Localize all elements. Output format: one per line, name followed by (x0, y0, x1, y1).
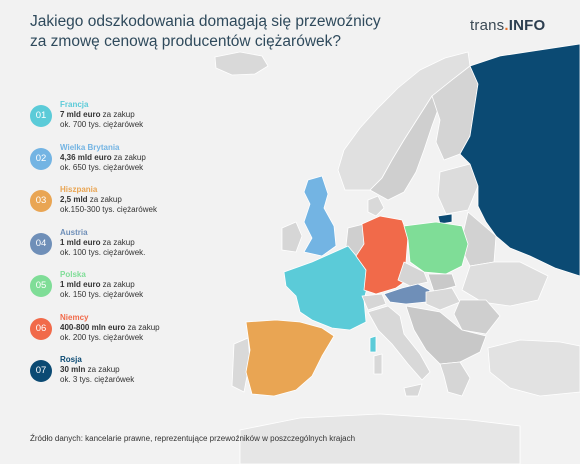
legend-badge: 02 (30, 148, 52, 170)
italy-shape (367, 305, 431, 381)
slovakia-shape (427, 273, 457, 293)
sicily-shape (403, 383, 423, 397)
legend-badge: 06 (30, 318, 52, 340)
legend-country: Austria (60, 228, 88, 237)
source-note: Źródło danych: kancelarie prawne, reprez… (30, 434, 356, 443)
legend-amount: 4,36 mld euro (60, 153, 112, 162)
germany-shape (355, 215, 411, 295)
legend-badge: 07 (30, 360, 52, 382)
czechia-shape (397, 261, 429, 287)
page-title: Jakiego odszkodowania domagają się przew… (30, 13, 381, 50)
legend-suffix: za zakup (100, 110, 135, 119)
legend-detail: ok.150-300 tys. ciężarówek (60, 205, 157, 214)
ukraine-shape (461, 261, 549, 307)
legend-country: Polska (60, 270, 86, 279)
iceland-shape (214, 51, 269, 76)
brand-logo: trans.INFO (470, 17, 545, 34)
balkans-shape (405, 305, 487, 365)
denmark-shape (367, 195, 385, 217)
legend-item-hiszpania: 03 Hiszpania 2,5 mld za zakup ok.150-300… (30, 185, 195, 215)
france-shape (283, 245, 371, 331)
ireland-shape (281, 221, 303, 253)
spain-shape (245, 319, 335, 397)
poland-shape (403, 221, 469, 275)
legend-suffix: za zakup (100, 280, 135, 289)
legend-country: Francja (60, 100, 89, 109)
legend-badge: 04 (30, 233, 52, 255)
north-africa-shape (239, 413, 521, 464)
legend-item-wielka-brytania: 02 Wielka Brytania 4,36 mld euro za zaku… (30, 143, 195, 173)
legend-amount: 2,5 mld (60, 195, 88, 204)
legend-suffix: za zakup (85, 365, 120, 374)
legend-amount: 30 mln (60, 365, 86, 374)
sardinia-shape (373, 353, 383, 375)
greece-shape (439, 361, 471, 397)
legend-detail: ok. 100 tys. ciężarówek. (60, 248, 146, 257)
legend-item-austria: 04 Austria 1 mld euro za zakup ok. 100 t… (30, 228, 195, 258)
legend-badge: 05 (30, 275, 52, 297)
legend-detail: ok. 150 tys. ciężarówek (60, 290, 144, 299)
legend-detail: ok. 700 tys. ciężarówek (60, 120, 144, 129)
russia-shape (459, 43, 580, 277)
legend-amount: 7 mld euro (60, 110, 101, 119)
legend-suffix: za zakup (87, 195, 122, 204)
legend-country: Wielka Brytania (60, 143, 120, 152)
legend-amount: 1 mld euro (60, 280, 101, 289)
legend-suffix: za zakup (100, 238, 135, 247)
hungary-shape (425, 287, 461, 311)
baltics-shape (437, 163, 479, 215)
brand-dot: . (504, 17, 509, 34)
legend-suffix: za zakup (111, 153, 146, 162)
legend-badge: 03 (30, 190, 52, 212)
great-britain-shape (303, 175, 337, 257)
legend-country: Hiszpania (60, 185, 98, 194)
legend-detail: ok. 200 tys. ciężarówek (60, 333, 144, 342)
switzerland-shape (361, 293, 387, 311)
legend-item-niemcy: 06 Niemcy 400-800 mln euro za zakup ok. … (30, 313, 195, 343)
legend-country: Niemcy (60, 313, 89, 322)
corsica-shape (369, 335, 377, 353)
legend-suffix: za zakup (125, 323, 160, 332)
legend-amount: 1 mld euro (60, 238, 101, 247)
brand-part1: trans (470, 17, 505, 34)
legend-badge: 01 (30, 105, 52, 127)
legend-item-francja: 01 Francja 7 mld euro za zakup ok. 700 t… (30, 100, 195, 130)
legend-country: Rosja (60, 355, 82, 364)
turkey-shape (487, 339, 580, 397)
legend-detail: ok. 3 tys. ciężarówek (60, 375, 135, 384)
legend-detail: ok. 650 tys. ciężarówek (60, 163, 144, 172)
brand-part2: INFO (508, 17, 546, 34)
kaliningrad-shape (437, 213, 453, 225)
legend-item-rosja: 07 Rosja 30 mln za zakup ok. 3 tys. cięż… (30, 355, 195, 385)
romania-shape (453, 299, 501, 335)
legend-amount: 400-800 mln euro (60, 323, 126, 332)
legend-item-polska: 05 Polska 1 mld euro za zakup ok. 150 ty… (30, 270, 195, 300)
